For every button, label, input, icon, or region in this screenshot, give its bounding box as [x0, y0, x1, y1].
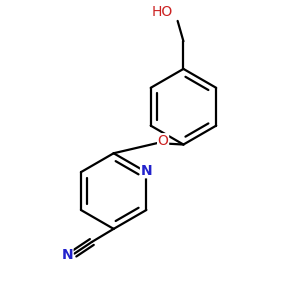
Text: N: N	[61, 248, 73, 262]
Text: N: N	[141, 164, 152, 178]
Text: HO: HO	[152, 5, 173, 20]
Text: O: O	[158, 134, 169, 148]
